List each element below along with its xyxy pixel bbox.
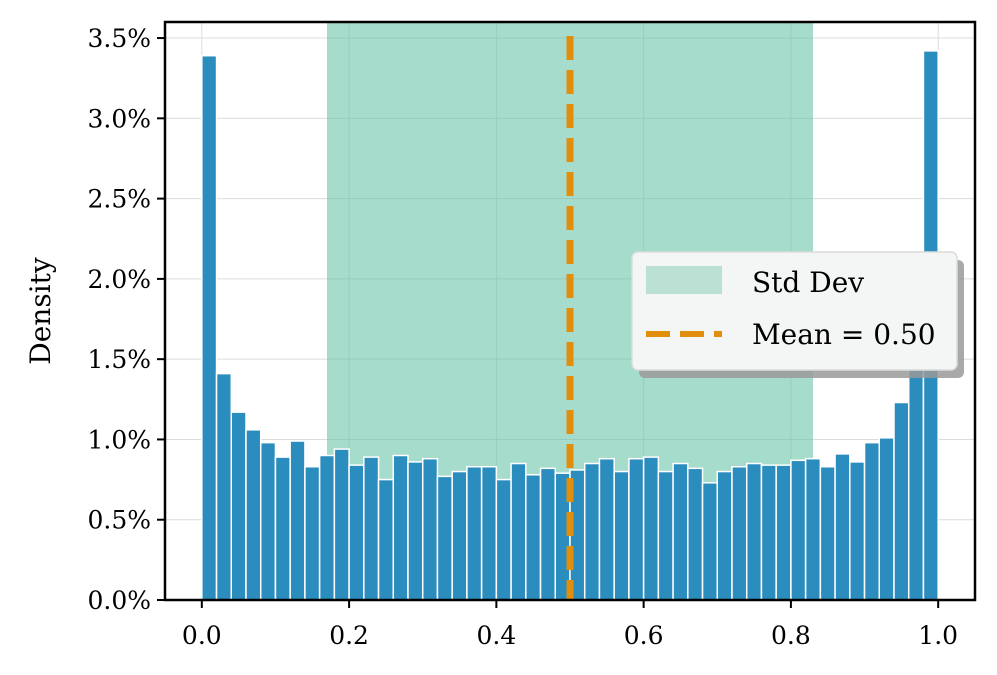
histogram-bar-39	[775, 464, 792, 601]
histogram-bar-12	[377, 478, 395, 601]
histogram-bar-36	[731, 465, 748, 601]
histogram-bar-47	[893, 401, 910, 601]
legend-label-std-dev: Std Dev	[752, 266, 864, 299]
histogram-bar-19	[480, 465, 498, 601]
histogram-bar-0	[201, 54, 218, 601]
y-axis-title: Density	[24, 257, 57, 365]
histogram-bar-46	[878, 437, 895, 601]
histogram-bar-6	[289, 440, 306, 601]
histogram-bar-17	[451, 470, 468, 601]
histogram-bar-7	[304, 465, 321, 601]
y-tick-label-6: 3.0%	[87, 104, 151, 133]
plot-frame	[163, 20, 977, 602]
histogram-bar-14	[407, 461, 424, 601]
histogram-bar-16	[436, 475, 453, 601]
y-tick-label-0: 0.0%	[87, 586, 151, 615]
histogram-bar-23	[539, 467, 557, 601]
histogram-bar-43	[834, 453, 851, 601]
histogram-bar-42	[819, 465, 836, 601]
histogram-bar-13	[392, 454, 409, 601]
histogram-bar-29	[628, 457, 645, 601]
histogram-bar-44	[849, 461, 866, 601]
histogram-bar-48	[907, 353, 925, 601]
histogram-bar-31	[657, 470, 674, 601]
y-tick-label-4: 2.0%	[87, 265, 151, 294]
histogram-bar-3	[245, 429, 262, 601]
histogram-bar-4	[259, 441, 277, 601]
legend-label-mean: Mean = 0.50	[752, 318, 936, 351]
histogram-bar-18	[466, 465, 483, 601]
y-tick-label-7: 3.5%	[87, 24, 151, 53]
histogram-bar-33	[687, 467, 704, 601]
histogram-bar-15	[421, 457, 439, 601]
legend-box	[631, 251, 958, 371]
histogram-bar-1	[215, 372, 233, 601]
x-tick-label-4: 0.8	[771, 621, 811, 650]
y-tick-label-2: 1.0%	[87, 425, 151, 454]
histogram-bar-5	[274, 456, 291, 601]
x-tick-label-1: 0.2	[329, 621, 369, 650]
histogram-bar-30	[642, 456, 660, 601]
histogram-bar-11	[363, 456, 380, 601]
histogram-bar-26	[583, 462, 601, 601]
histogram-bar-27	[598, 457, 615, 601]
histogram-bar-8	[318, 454, 336, 601]
y-tick-label-1: 0.5%	[87, 506, 151, 535]
histogram-bar-38	[760, 464, 777, 601]
histogram-bar-10	[348, 464, 365, 601]
x-tick-label-0: 0.0	[182, 621, 222, 650]
x-tick-label-3: 0.6	[624, 621, 664, 650]
x-tick-label-2: 0.4	[476, 621, 516, 650]
histogram-bar-41	[804, 457, 822, 601]
histogram-bar-2	[230, 411, 247, 601]
y-tick-label-3: 1.5%	[87, 345, 151, 374]
histogram-bar-37	[745, 462, 763, 601]
histogram-bar-40	[790, 459, 807, 601]
x-tick-label-5: 1.0	[918, 621, 958, 650]
histogram-bar-9	[333, 448, 350, 601]
histogram-bar-22	[525, 474, 542, 601]
legend: Std Dev Mean = 0.50	[631, 251, 964, 378]
histogram-bar-34	[701, 482, 719, 601]
histogram-bar-45	[863, 441, 881, 601]
histogram-bar-28	[613, 470, 630, 601]
histogram-bar-35	[716, 470, 733, 601]
histogram-bar-32	[672, 462, 689, 601]
histogram-bar-20	[495, 478, 512, 601]
legend-swatch-std-dev	[646, 266, 722, 294]
axis-ticks: 0.0 0.2 0.4 0.6 0.8 1.0 0.0% 0.5% 1.0% 1.5% 2.0% 2.…	[87, 24, 958, 650]
histogram-bar-21	[510, 462, 527, 601]
y-tick-label-5: 2.5%	[87, 185, 151, 214]
